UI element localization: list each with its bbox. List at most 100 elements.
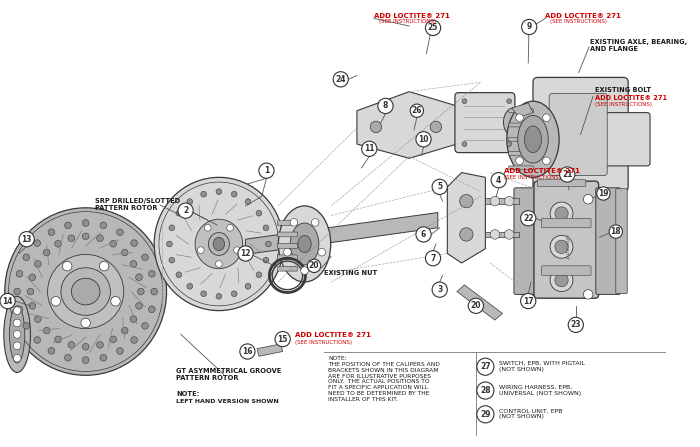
Ellipse shape	[279, 206, 330, 282]
Polygon shape	[447, 173, 485, 263]
Text: WIRING HARNESS, EPB,
UNIVERSAL (NOT SHOWN): WIRING HARNESS, EPB, UNIVERSAL (NOT SHOW…	[498, 385, 581, 396]
Text: 22: 22	[523, 214, 533, 223]
Circle shape	[238, 246, 253, 261]
Text: (SEE INSTRUCTIONS): (SEE INSTRUCTIONS)	[505, 175, 561, 181]
Circle shape	[477, 358, 494, 375]
Circle shape	[100, 222, 106, 229]
Circle shape	[555, 240, 568, 253]
Circle shape	[426, 251, 441, 266]
Text: GT ASYMMETRICAL GROOVE
PATTERN ROTOR: GT ASYMMETRICAL GROOVE PATTERN ROTOR	[176, 368, 281, 381]
Circle shape	[167, 241, 172, 247]
Circle shape	[13, 354, 21, 362]
Text: 25: 25	[428, 23, 438, 33]
Text: ADD LOCTITE® 271: ADD LOCTITE® 271	[374, 13, 450, 19]
Text: SWITCH, EPB, WITH PIGTAIL
(NOT SHOWN): SWITCH, EPB, WITH PIGTAIL (NOT SHOWN)	[498, 361, 584, 372]
Text: 2: 2	[183, 206, 188, 215]
Circle shape	[110, 336, 117, 343]
Ellipse shape	[61, 268, 111, 315]
Text: SRP DRILLED/SLOTTED
PATTERN ROTOR: SRP DRILLED/SLOTTED PATTERN ROTOR	[95, 198, 181, 211]
Circle shape	[370, 121, 382, 133]
Circle shape	[151, 288, 158, 295]
Circle shape	[256, 272, 262, 278]
FancyBboxPatch shape	[616, 189, 627, 293]
Circle shape	[318, 249, 326, 256]
Circle shape	[555, 207, 568, 220]
Circle shape	[263, 257, 269, 263]
Circle shape	[234, 247, 240, 253]
Circle shape	[301, 267, 309, 274]
Circle shape	[583, 194, 593, 204]
Circle shape	[542, 157, 550, 164]
Circle shape	[507, 99, 512, 104]
Circle shape	[187, 199, 192, 204]
Text: ADD LOCTITE® 271: ADD LOCTITE® 271	[545, 13, 621, 19]
FancyBboxPatch shape	[542, 218, 591, 228]
FancyBboxPatch shape	[509, 152, 533, 156]
Text: LEFT HAND VERSION SHOWN: LEFT HAND VERSION SHOWN	[176, 399, 279, 404]
Circle shape	[432, 282, 447, 297]
Circle shape	[521, 211, 536, 226]
Circle shape	[176, 211, 182, 216]
Circle shape	[462, 99, 467, 104]
FancyBboxPatch shape	[277, 221, 297, 225]
Circle shape	[197, 247, 204, 253]
Circle shape	[245, 283, 251, 289]
Circle shape	[477, 382, 494, 399]
Circle shape	[110, 240, 117, 247]
Polygon shape	[357, 92, 457, 158]
Circle shape	[97, 235, 104, 241]
Ellipse shape	[290, 223, 318, 265]
Circle shape	[231, 191, 237, 197]
Circle shape	[55, 240, 62, 247]
Circle shape	[201, 191, 206, 197]
Circle shape	[596, 187, 610, 200]
Circle shape	[55, 336, 62, 343]
FancyBboxPatch shape	[596, 188, 620, 295]
Text: (SEE INSTRUCTIONS): (SEE INSTRUCTIONS)	[595, 102, 652, 107]
Text: 16: 16	[242, 347, 253, 356]
FancyBboxPatch shape	[587, 113, 650, 166]
Circle shape	[13, 319, 21, 327]
Ellipse shape	[5, 208, 167, 375]
Circle shape	[460, 194, 473, 208]
Circle shape	[83, 233, 89, 240]
Polygon shape	[246, 213, 438, 254]
Circle shape	[148, 270, 155, 277]
Circle shape	[111, 296, 120, 306]
Circle shape	[13, 307, 21, 314]
Circle shape	[130, 316, 136, 322]
Circle shape	[609, 225, 622, 238]
Circle shape	[0, 293, 15, 309]
Ellipse shape	[154, 177, 284, 311]
Text: ADD LOCTITE® 271: ADD LOCTITE® 271	[595, 94, 667, 101]
Circle shape	[130, 261, 136, 267]
Circle shape	[362, 141, 377, 156]
Circle shape	[141, 322, 148, 329]
Circle shape	[507, 142, 512, 147]
Circle shape	[13, 342, 21, 350]
Circle shape	[426, 20, 441, 35]
Circle shape	[48, 348, 55, 354]
Circle shape	[231, 291, 237, 297]
Text: 7: 7	[430, 254, 435, 263]
Circle shape	[275, 332, 290, 347]
Circle shape	[136, 303, 142, 309]
Circle shape	[131, 337, 137, 343]
Text: 8: 8	[383, 101, 388, 110]
Ellipse shape	[209, 232, 230, 255]
Circle shape	[81, 318, 90, 328]
Text: EXISTING BOLT: EXISTING BOLT	[595, 87, 651, 93]
Circle shape	[14, 288, 20, 295]
Circle shape	[201, 291, 206, 297]
Circle shape	[290, 219, 298, 226]
Ellipse shape	[4, 296, 31, 372]
Text: 1: 1	[264, 166, 269, 175]
Circle shape	[516, 114, 524, 122]
FancyBboxPatch shape	[550, 93, 607, 175]
Text: ADD LOCTITE® 271: ADD LOCTITE® 271	[295, 333, 371, 338]
Circle shape	[62, 261, 72, 271]
Circle shape	[583, 290, 593, 299]
Circle shape	[34, 240, 41, 246]
Circle shape	[23, 254, 29, 261]
Circle shape	[430, 121, 442, 133]
